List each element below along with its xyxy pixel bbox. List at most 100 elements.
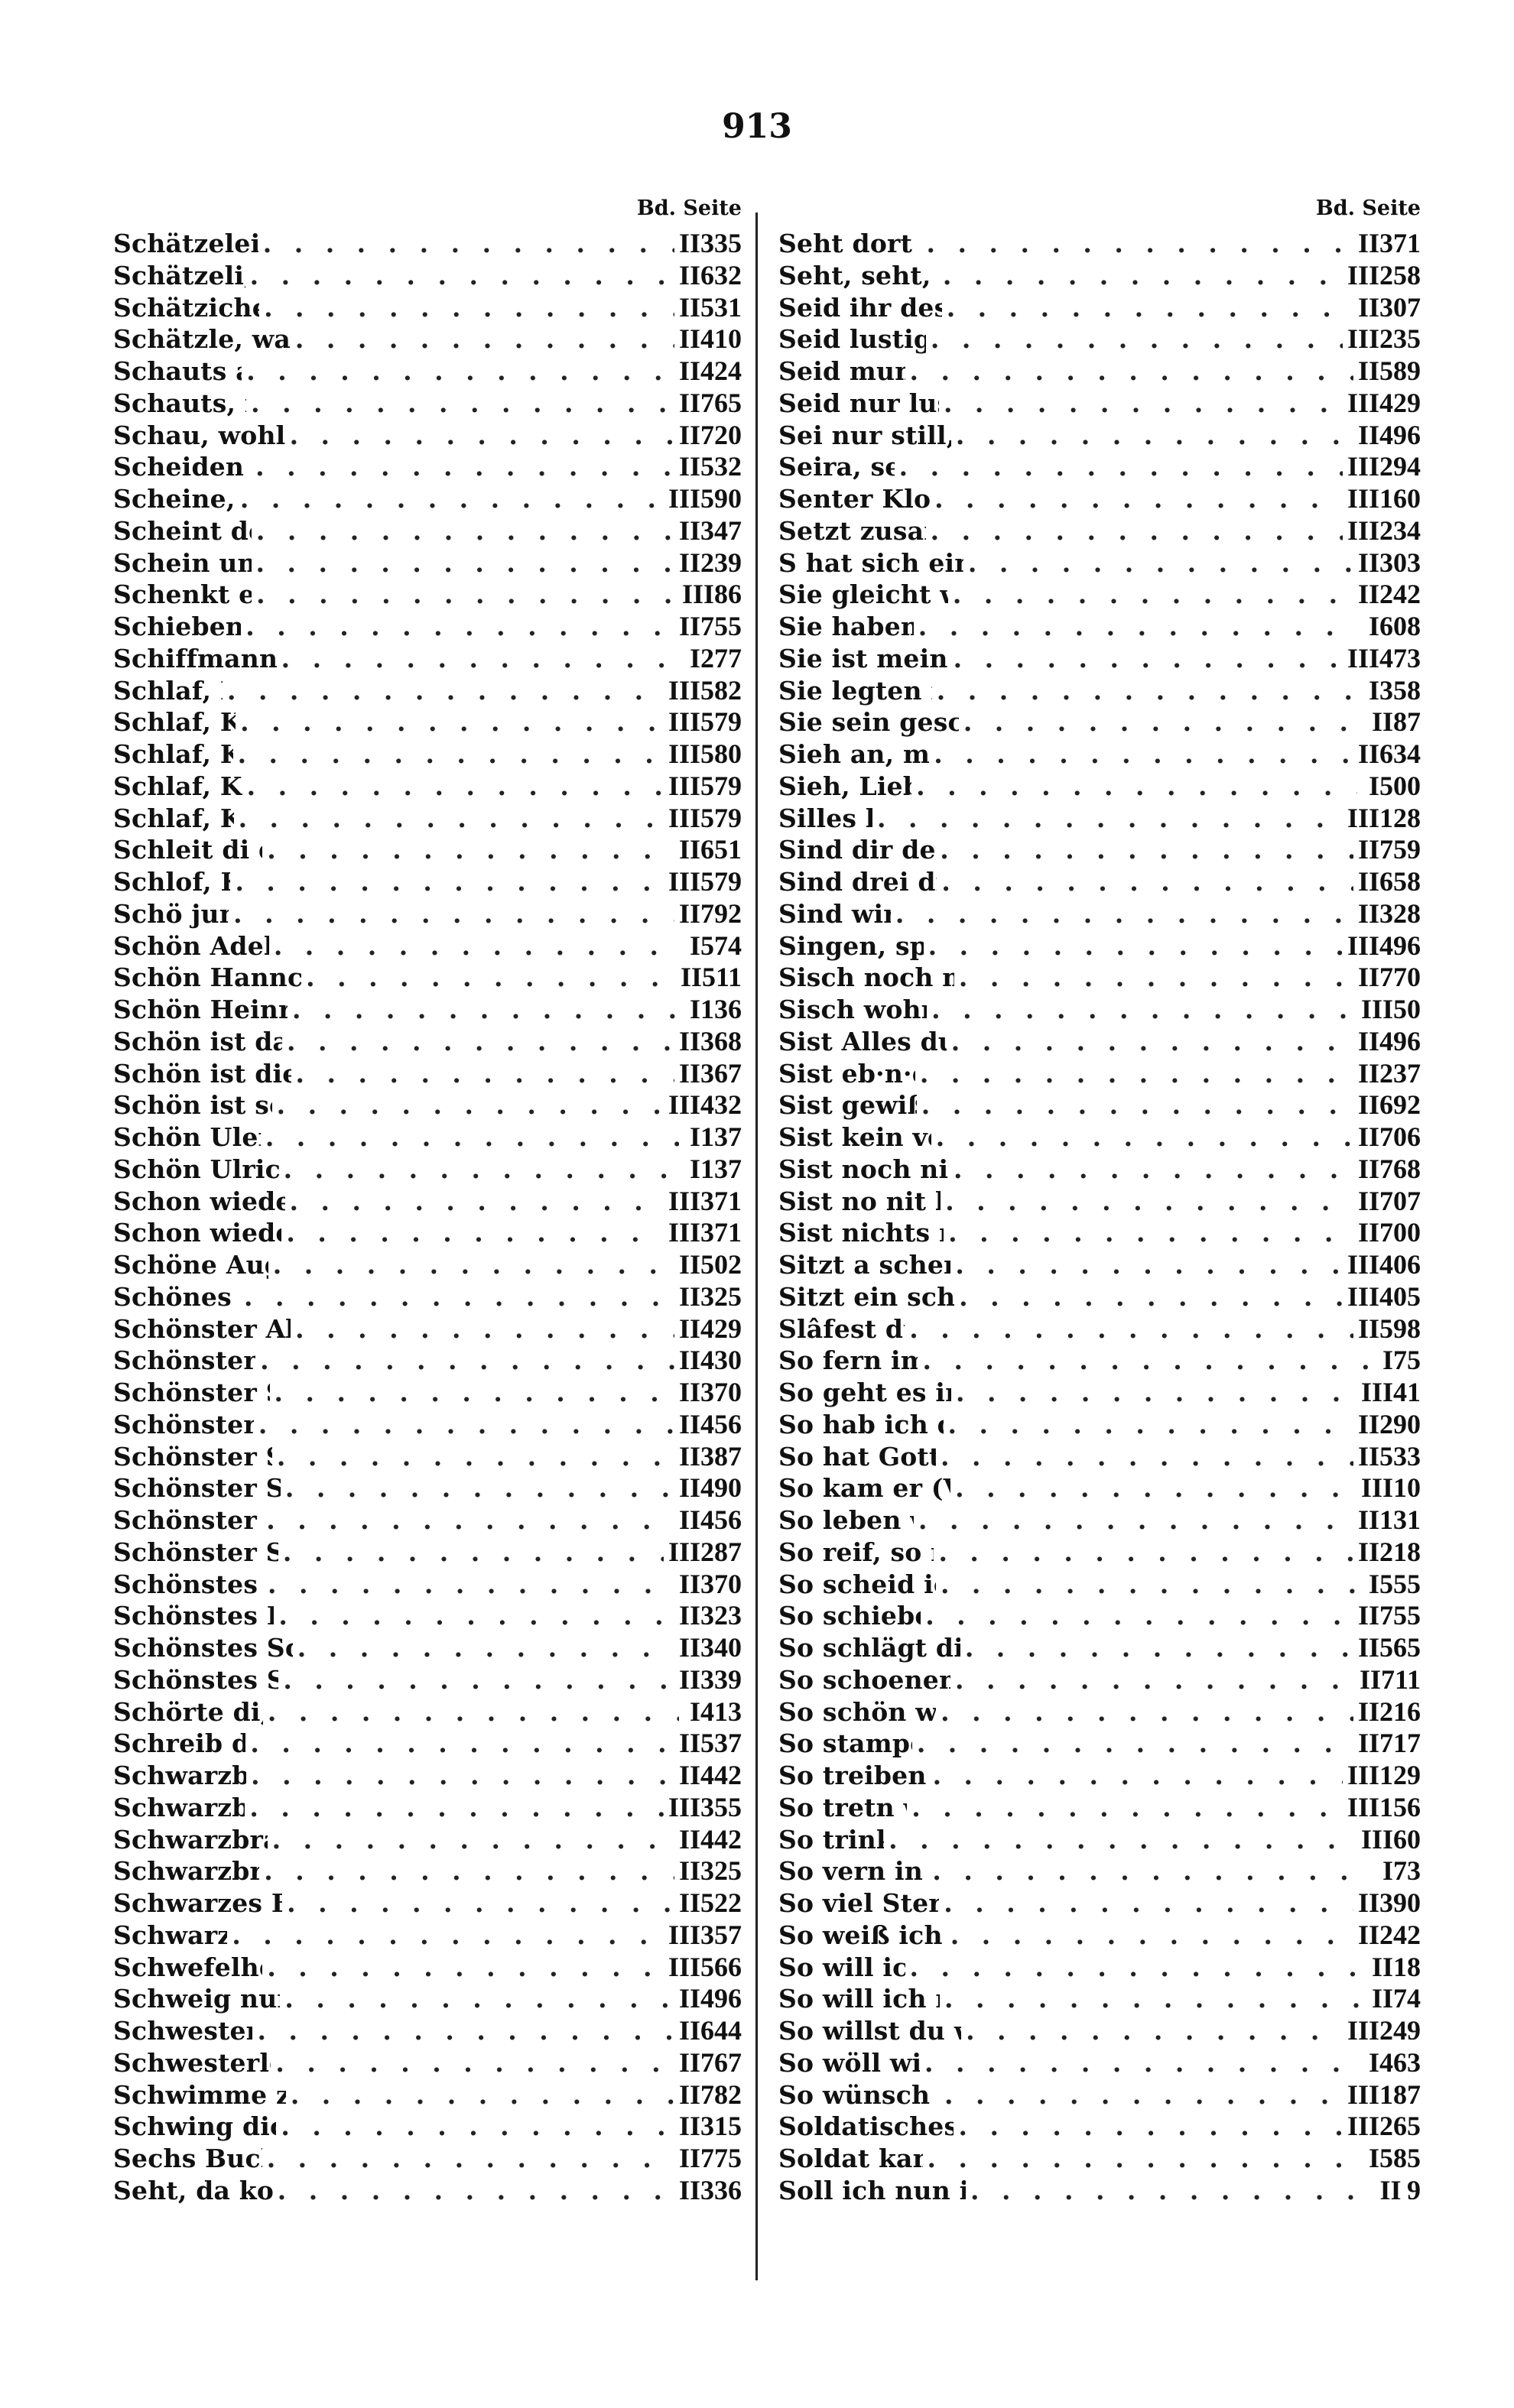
page-reference: 371 <box>700 1217 742 1248</box>
dot-leader <box>247 771 664 803</box>
volume-number: II <box>678 387 700 418</box>
dot-leader <box>932 1855 1371 1887</box>
entry-title: Sist nichts mit den alten Weibern <box>778 1218 944 1248</box>
dot-leader <box>918 611 1357 643</box>
dot-leader <box>274 930 680 962</box>
entry-title: Sie sein geschickt zu Sturm u. Streit <box>778 707 959 738</box>
volume-number: II <box>1357 1153 1379 1184</box>
dot-leader <box>947 292 1353 324</box>
volume-number: II <box>678 2046 700 2078</box>
volume-number: II <box>678 897 700 929</box>
entry-title: Schönster Schatz, mein Engel <box>113 1505 262 1535</box>
entry-title: Sie legten ihn auf einen Tisch <box>778 675 932 706</box>
page-reference: 74 <box>1392 1983 1421 2014</box>
dot-leader <box>277 1089 664 1121</box>
entry-title: Schätzichen, was machest du <box>113 292 259 323</box>
entry-title: Schwesterlein, :|: wann gehn wir <box>113 2047 271 2078</box>
volume-number: II <box>1371 1951 1393 1982</box>
volume-number: II <box>1357 419 1379 450</box>
page-reference: 565 <box>1379 1632 1421 1663</box>
index-entry: Sei nur still, hast lang geschwiegen II49… <box>778 420 1421 452</box>
dot-leader <box>924 2047 1357 2079</box>
index-entry: S hat sich ein Kuckuk zu Tod geschrien II… <box>778 547 1421 579</box>
dot-leader <box>895 898 1353 930</box>
page-reference: 644 <box>700 2015 742 2046</box>
page-reference: 370 <box>700 1568 742 1599</box>
entry-title: So fern im Frankenreiche <box>778 1345 918 1376</box>
dot-leader <box>877 803 1343 835</box>
dot-leader <box>233 898 674 930</box>
entry-title: Seid lustig, ihr Brüder, lustig <box>778 324 926 355</box>
volume-number: II <box>678 228 700 258</box>
dot-leader <box>266 1504 674 1537</box>
entry-title: Schlof, Kindele, schlof <box>113 867 230 897</box>
entry-title: Sie haben mich geheißen <box>778 612 914 641</box>
dot-leader <box>232 1920 664 1952</box>
page-reference: 41 <box>1393 1377 1421 1407</box>
dot-leader <box>936 1121 1353 1154</box>
dot-leader <box>925 1600 1353 1632</box>
volume-number: II <box>1357 1600 1379 1631</box>
entry-title: Schönster Abendstern, o wie leuchtest <box>113 1313 291 1344</box>
volume-number: I <box>1382 1345 1394 1376</box>
index-entry: Schau, wohl tritt der Hanslein daher II72… <box>113 420 742 452</box>
page-reference: 335 <box>700 228 742 258</box>
page-reference: 707 <box>1379 1185 1421 1216</box>
dot-leader <box>275 2047 674 2079</box>
dot-leader <box>922 1345 1370 1377</box>
page-reference: 700 <box>1379 1217 1421 1248</box>
entry-title: Schönes Herzchen mein <box>113 1281 239 1312</box>
page-reference: 463 <box>1379 2046 1421 2078</box>
page-reference: 580 <box>700 738 742 769</box>
column-header: Bd. Seite <box>1315 196 1421 220</box>
page-reference: 496 <box>1379 1025 1421 1056</box>
volume-number: III <box>668 866 700 897</box>
page-reference: 137 <box>700 1121 742 1152</box>
entry-title: Slâfest du, friedel ziere <box>778 1313 905 1344</box>
page-reference: 522 <box>700 1887 742 1918</box>
volume-number: II <box>678 1504 700 1535</box>
page-reference: 258 <box>1379 259 1421 290</box>
entry-title: Schon wieder tönt vom Schachte her <box>113 1218 281 1248</box>
page-reference: 239 <box>700 547 742 578</box>
volume-number: III <box>1347 514 1379 546</box>
dot-leader <box>937 675 1358 707</box>
entry-title: Schönster Schatz, thu mir erlauben <box>113 1537 278 1567</box>
dot-leader <box>955 1664 1355 1696</box>
entry-title: Sitzt a schens Vegerl afm Dannebam <box>778 1250 950 1280</box>
page-reference: 325 <box>700 1855 742 1887</box>
dot-leader <box>277 1441 674 1473</box>
dot-leader <box>287 1887 674 1920</box>
volume-number: II <box>678 323 700 355</box>
entry-title: Setzt zusammen die Gewehre <box>778 515 926 546</box>
entry-title: Schwefelhelzle, Schwefelhelzle <box>113 1952 262 1982</box>
page-reference: 755 <box>1379 1600 1421 1631</box>
index-entry: Seid nur lustig u. fröhlich, ihr H. III42… <box>778 388 1421 420</box>
entry-title: So reif, so reif, du kühler Thau <box>778 1537 934 1567</box>
entry-title: Schönstes Kind, zu deinen Füßen <box>113 1601 274 1631</box>
entry-title: Schwarzbraunes Mädchen <box>113 1792 245 1822</box>
page-reference: 442 <box>700 1760 742 1790</box>
entry-title: Sist no nit lang, daß gregnet hat <box>778 1186 941 1216</box>
